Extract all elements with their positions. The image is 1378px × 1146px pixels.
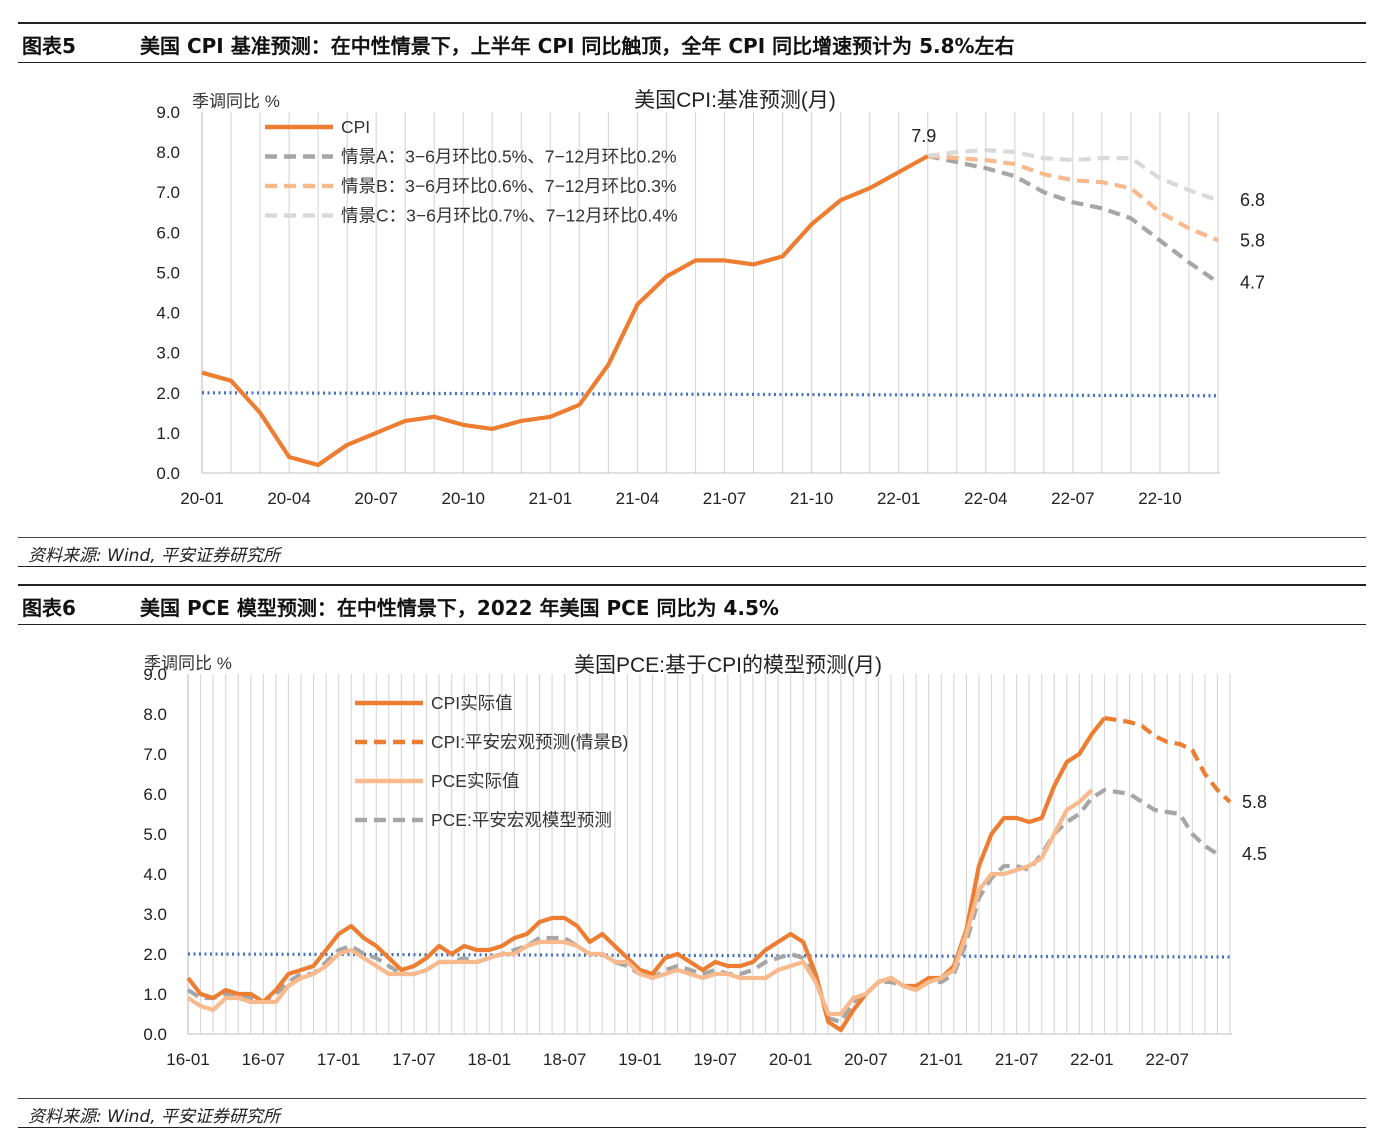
y-tick-label: 5.0 [143,825,167,844]
x-tick-label: 18-07 [543,1050,586,1069]
x-tick-label: 17-07 [392,1050,435,1069]
figure-6-source-text: 资料来源: Wind, 平安证券研究所 [28,1107,281,1127]
x-tick-label: 21-10 [790,489,833,508]
cpi-baseline-forecast-chart: 0.0 1.0 2.0 3.0 4.0 5.0 6.0 7.0 8.0 9.0 20-01 20-04… [156,89,1265,508]
figure-5-label: 图表5 [22,34,76,58]
chart-title: 美国PCE:基于CPI的模型预测(月) [574,654,882,677]
x-tick-label: 22-07 [1145,1050,1188,1069]
x-tick-label: 20-07 [354,489,397,508]
series-line-1 [1104,715,1232,804]
y-tick-label: 7.0 [143,745,167,764]
figure-5-source: 资料来源: Wind, 平安证券研究所 [18,537,1366,567]
x-tick-label: 21-07 [703,489,746,508]
x-tick-label: 21-07 [995,1050,1038,1069]
figure-5-source-text: 资料来源: Wind, 平安证券研究所 [28,546,281,566]
pce-model-forecast-chart: 0.0 1.0 2.0 3.0 4.0 5.0 6.0 7.0 8.0 9.0 16-01 16-07… [143,654,1267,1069]
y-tick-label: 2.0 [143,945,167,964]
y-tick-label: 1.0 [156,424,180,443]
legend-label: 情景B：3−6月环比0.6%、7−12月环比0.3% [341,176,677,196]
reference-line-2pct [201,391,1219,398]
figure-6-header: 图表6 美国 PCE 模型预测：在中性情景下，2022 年美国 PCE 同比为 … [18,584,1366,625]
x-tick-label: 22-10 [1138,489,1181,508]
data-label: 6.8 [1240,190,1265,210]
y-tick-label: 2.0 [156,384,180,403]
x-tick-label: 22-07 [1051,489,1094,508]
legend-label: CPI:平安宏观预测(情景B) [431,732,628,752]
figure-6-caption: 美国 PCE 模型预测：在中性情景下，2022 年美国 PCE 同比为 4.5% [140,596,779,620]
series-line-2 [927,154,1219,243]
data-label: 5.8 [1240,230,1265,250]
x-tick-label: 19-07 [694,1050,737,1069]
legend-label: 情景C：3−6月环比0.7%、7−12月环比0.4% [341,206,678,226]
x-tick-label: 21-01 [920,1050,963,1069]
y-tick-label: 3.0 [143,905,167,924]
x-tick-label: 20-07 [844,1050,887,1069]
y-tick-label: 8.0 [143,705,167,724]
series-line-0 [186,716,1107,1033]
data-label: 4.7 [1240,272,1265,292]
x-tick-label: 16-01 [166,1050,209,1069]
x-tick-label: 22-01 [1070,1050,1113,1069]
x-tick-label: 18-01 [468,1050,511,1069]
x-tick-label: 20-01 [180,489,223,508]
y-axis-label: 季调同比 % [192,92,280,111]
y-tick-label: 3.0 [156,344,180,363]
series-line-1 [927,154,1220,285]
y-tick-label: 0.0 [156,464,180,483]
y-tick-label: 6.0 [143,785,167,804]
y-axis-label: 季调同比 % [144,654,232,673]
y-tick-label: 8.0 [156,143,180,162]
figure-6-source: 资料来源: Wind, 平安证券研究所 [18,1098,1366,1128]
legend-label: CPI [341,117,370,137]
y-tick-label: 5.0 [156,263,180,282]
data-label: 4.5 [1242,844,1267,864]
x-tick-label: 22-01 [877,489,920,508]
legend-label: CPI实际值 [431,693,513,713]
x-tick-label: 16-07 [242,1050,285,1069]
x-tick-label: 22-04 [964,489,1007,508]
figure-5-header: 图表5 美国 CPI 基准预测：在中性情景下，上半年 CPI 同比触顶，全年 C… [18,22,1366,63]
y-tick-label: 1.0 [143,985,167,1004]
chart-title: 美国CPI:基准预测(月) [634,89,836,112]
data-label: 5.8 [1242,792,1267,812]
legend-label: PCE实际值 [431,771,519,791]
x-tick-label: 17-01 [317,1050,360,1069]
y-tick-label: 6.0 [156,223,180,242]
y-tick-label: 0.0 [143,1025,167,1044]
x-tick-label: 20-10 [442,489,485,508]
legend-label: 情景A：3−6月环比0.5%、7−12月环比0.2% [341,147,677,167]
y-tick-label: 9.0 [143,665,167,684]
y-tick-label: 9.0 [156,103,180,122]
x-tick-label: 20-01 [769,1050,812,1069]
x-tick-label: 19-01 [618,1050,661,1069]
reference-line-2pct [187,952,1231,959]
x-tick-label: 21-01 [529,489,572,508]
y-tick-label: 4.0 [143,865,167,884]
series-line-0 [201,154,929,468]
series-line-3 [927,148,1219,203]
figure-6-label: 图表6 [22,596,76,620]
legend-label: PCE:平安宏观模型预测 [431,810,612,830]
series-line-2 [186,788,1094,1017]
figure-5-caption: 美国 CPI 基准预测：在中性情景下，上半年 CPI 同比触顶，全年 CPI 同… [140,34,1015,58]
x-tick-label: 21-04 [616,489,659,508]
y-tick-label: 4.0 [156,304,180,323]
x-tick-label: 20-04 [267,489,310,508]
data-label: 7.9 [911,126,936,146]
y-tick-label: 7.0 [156,183,180,202]
